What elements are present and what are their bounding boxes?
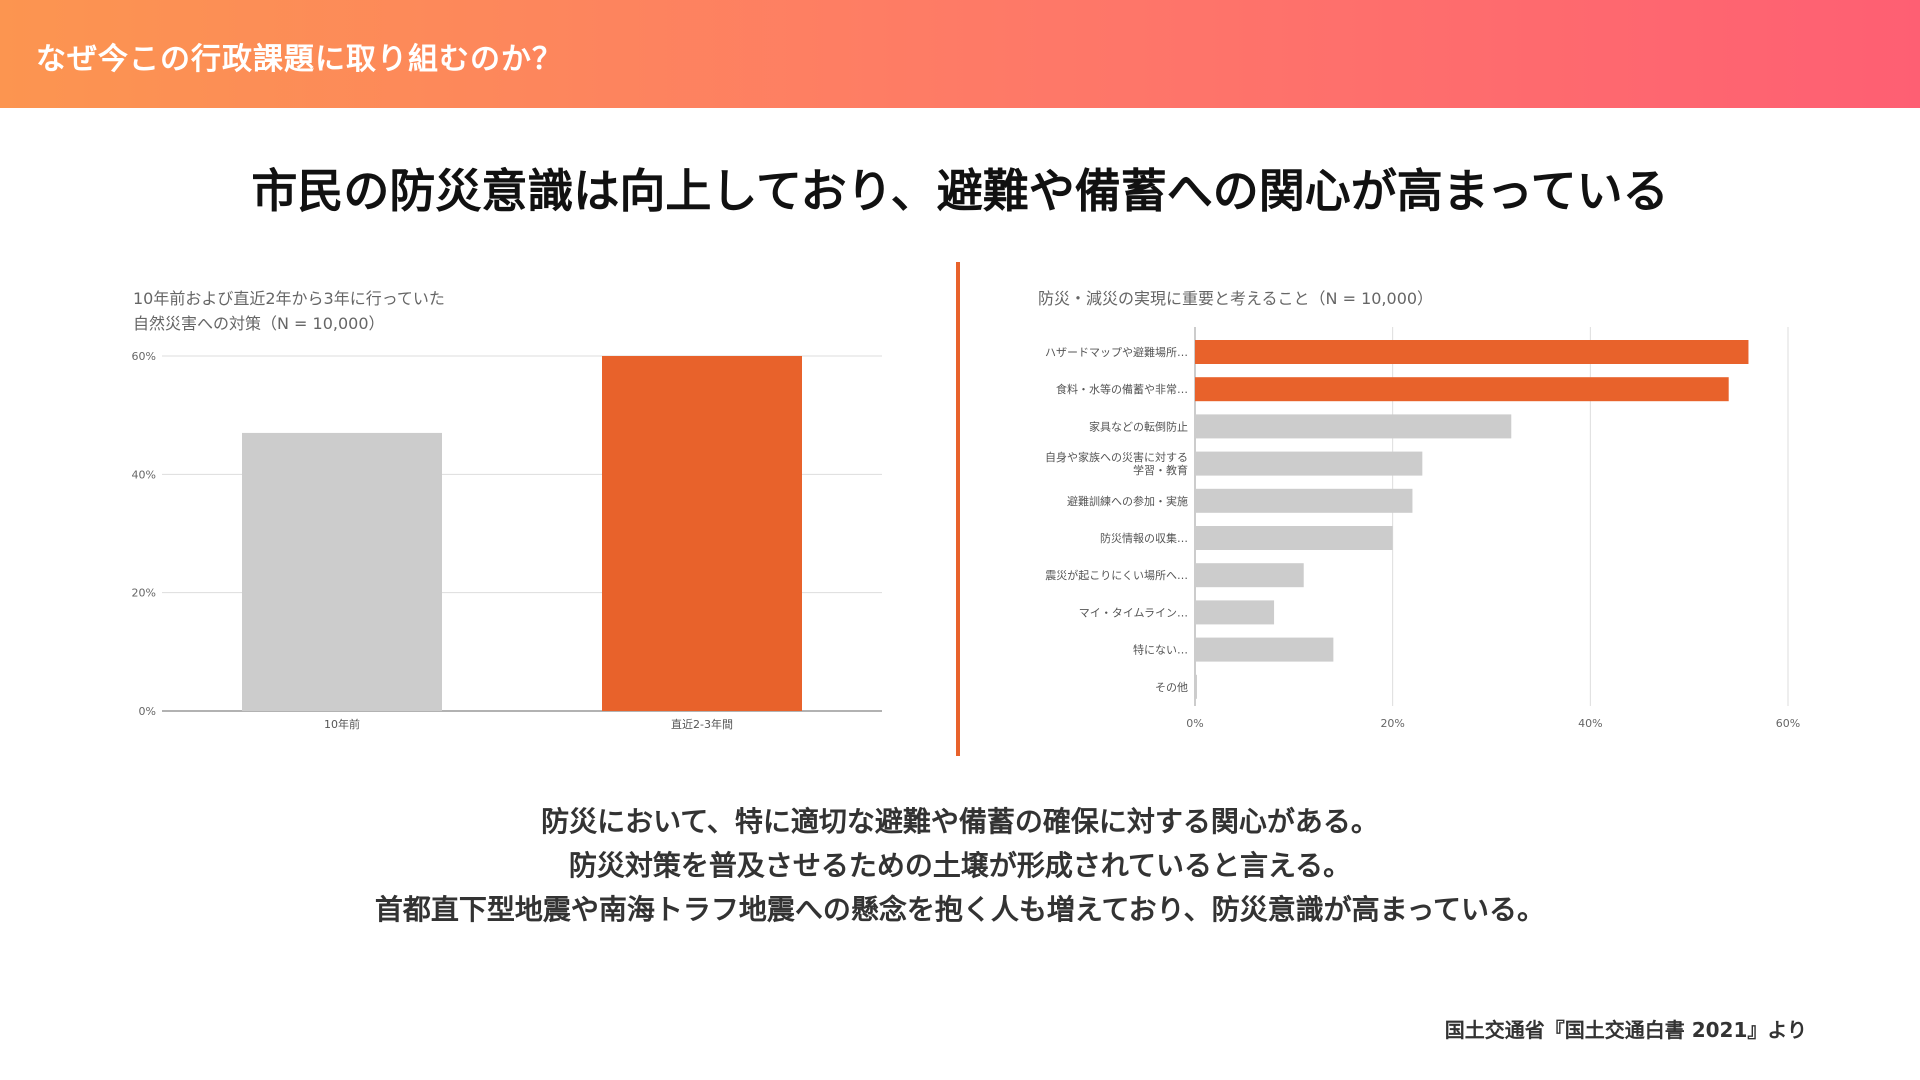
right-bar: [1195, 563, 1304, 588]
right-category-label-line: ハザードマップや避難場所…: [1045, 345, 1188, 359]
left-x-tick-label: 10年前: [324, 717, 360, 731]
headline: 市民の防災意識は向上しており、避難や備蓄への関心が高まっている: [251, 164, 1669, 218]
right-category-label-line: 避難訓練への参加・実施: [1067, 494, 1188, 508]
right-category-label-line: 特にない…: [1133, 643, 1188, 657]
left-x-tick-label: 直近2-3年間: [671, 717, 733, 731]
right-category-label: ハザードマップや避難場所…: [1045, 345, 1188, 359]
left-y-tick-label: 40%: [132, 468, 156, 481]
left-chart-title-line-1: 10年前および直近2年から3年に行っていた: [133, 289, 445, 308]
right-category-label-line: 自身や家族への災害に対する: [1045, 450, 1188, 464]
right-bar: [1195, 377, 1729, 402]
right-category-label: 特にない…: [1133, 643, 1188, 657]
summary-line-3: 首都直下型地震や南海トラフ地震への懸念を抱く人も増えており、防災意識が高まってい…: [374, 893, 1546, 926]
right-category-label-line: 家具などの転倒防止: [1089, 419, 1188, 433]
left-chart-title: 10年前および直近2年から3年に行っていた 自然災害への対策（N = 10,00…: [133, 286, 445, 336]
right-bar: [1195, 674, 1197, 699]
right-bar: [1195, 340, 1749, 364]
right-bar: [1195, 526, 1393, 550]
right-category-label-line: 震災が起こりにくい場所へ…: [1045, 568, 1188, 582]
left-chart-title-line-2: 自然災害への対策（N = 10,000）: [133, 314, 385, 333]
right-category-label-line: 防災情報の収集…: [1100, 531, 1188, 545]
left-y-tick-label: 20%: [132, 587, 156, 600]
right-bar: [1195, 600, 1275, 625]
summary: 防災において、特に適切な避難や備蓄の確保に対する関心がある。 防災対策を普及させ…: [0, 800, 1920, 932]
right-bar: [1195, 637, 1334, 662]
right-chart-title: 防災・減災の実現に重要と考えること（N = 10,000）: [1038, 289, 1434, 308]
summary-line-2: 防災対策を普及させるための土壌が形成されていると言える。: [568, 849, 1352, 882]
left-y-tick-label: 60%: [132, 350, 156, 363]
left-bar: [602, 356, 802, 711]
right-category-label: 自身や家族への災害に対する学習・教育: [1045, 450, 1188, 477]
right-bar: [1195, 414, 1512, 439]
right-bar: [1195, 451, 1423, 476]
right-category-label-line: マイ・タイムライン…: [1079, 606, 1188, 619]
left-bar: [242, 432, 442, 711]
right-category-label: 防災情報の収集…: [1100, 531, 1188, 545]
right-x-tick-label: 0%: [1186, 717, 1203, 730]
right-category-label: その他: [1155, 681, 1188, 694]
right-category-label-line: 学習・教育: [1133, 463, 1188, 477]
left-y-tick-label: 0%: [139, 705, 156, 718]
source-citation: 国土交通省『国土交通白書 2021』より: [1444, 1018, 1807, 1042]
right-category-label: 震災が起こりにくい場所へ…: [1045, 568, 1188, 582]
right-category-label-line: その他: [1155, 681, 1188, 694]
right-category-label: 家具などの転倒防止: [1089, 419, 1188, 433]
summary-line-1: 防災において、特に適切な避難や備蓄の確保に対する関心がある。: [541, 805, 1379, 838]
right-category-label: 食料・水等の備蓄や非常…: [1056, 382, 1188, 396]
chart-divider: [956, 262, 960, 756]
header-bar: なぜ今この行政課題に取り組むのか？: [0, 0, 1920, 108]
right-category-label: 避難訓練への参加・実施: [1067, 494, 1188, 508]
right-bar: [1195, 488, 1413, 513]
right-category-label-line: 食料・水等の備蓄や非常…: [1056, 382, 1188, 396]
right-x-tick-label: 20%: [1380, 717, 1404, 730]
right-x-tick-label: 60%: [1776, 717, 1800, 730]
right-x-tick-label: 40%: [1578, 717, 1602, 730]
right-category-label: マイ・タイムライン…: [1079, 606, 1188, 619]
header-title: なぜ今この行政課題に取り組むのか？: [36, 42, 563, 77]
